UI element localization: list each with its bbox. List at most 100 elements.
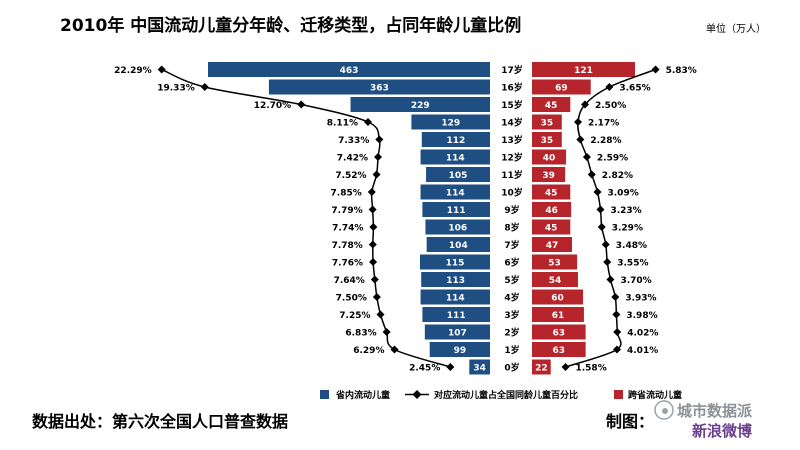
left-pct-label-14: 7.25% bbox=[339, 311, 370, 321]
left-pct-label-4: 7.33% bbox=[338, 136, 369, 146]
left-pct-label-6: 7.52% bbox=[335, 171, 366, 181]
chart-title: 2010年 中国流动儿童分年龄、迁移类型，占同年龄儿童比例 bbox=[60, 15, 521, 36]
age-label-2: 15岁 bbox=[501, 99, 523, 111]
age-label-10: 7岁 bbox=[504, 239, 519, 251]
left-percent-point-0 bbox=[157, 65, 166, 74]
bar-intra-value-3: 129 bbox=[441, 119, 460, 129]
bar-inter-value-12: 54 bbox=[549, 276, 562, 286]
left-percent-point-10 bbox=[368, 240, 377, 249]
bar-intra-value-17: 34 bbox=[473, 364, 486, 374]
right-pct-label-5: 2.59% bbox=[597, 154, 628, 164]
bar-intra-14 bbox=[422, 307, 490, 322]
age-label-8: 9岁 bbox=[504, 204, 519, 216]
weibo-pupil-icon bbox=[662, 408, 668, 414]
right-pct-label-14: 3.98% bbox=[626, 311, 657, 321]
left-pct-label-13: 7.50% bbox=[336, 294, 367, 304]
left-pct-label-5: 7.42% bbox=[337, 154, 368, 164]
bar-intra-value-7: 114 bbox=[446, 189, 465, 199]
right-pct-label-1: 3.65% bbox=[619, 84, 650, 94]
unit-label: 单位（万人） bbox=[706, 22, 766, 35]
legend-diamond-icon bbox=[412, 390, 422, 399]
bar-inter-2 bbox=[532, 97, 571, 112]
bar-intra-value-2: 229 bbox=[411, 101, 430, 111]
bar-intra-value-4: 112 bbox=[446, 136, 465, 146]
bar-intra-value-0: 463 bbox=[340, 66, 359, 76]
bar-intra-value-13: 114 bbox=[446, 294, 465, 304]
maker-text: 制图： bbox=[606, 412, 654, 431]
left-percent-point-6 bbox=[372, 170, 381, 179]
right-percent-point-13 bbox=[611, 293, 620, 301]
right-percent-point-16 bbox=[613, 345, 622, 354]
age-label-14: 3岁 bbox=[504, 309, 519, 321]
watermark-line2: 新浪微博 bbox=[692, 422, 752, 440]
left-percent-point-5 bbox=[374, 153, 383, 161]
left-percent-point-2 bbox=[297, 100, 306, 109]
left-pct-label-15: 6.83% bbox=[345, 329, 376, 339]
bar-intra-6 bbox=[426, 167, 490, 182]
right-percent-line bbox=[565, 68, 656, 368]
right-percent-point-10 bbox=[601, 240, 610, 249]
right-percent-point-3 bbox=[574, 118, 583, 126]
bar-intra-value-6: 105 bbox=[449, 171, 468, 181]
right-pct-label-13: 3.93% bbox=[625, 294, 656, 304]
bar-intra-2 bbox=[350, 97, 490, 112]
bar-intra-16 bbox=[429, 342, 490, 357]
bar-inter-value-3: 35 bbox=[541, 119, 554, 129]
right-percent-point-6 bbox=[587, 170, 596, 179]
bar-intra-10 bbox=[426, 237, 490, 252]
bar-inter-value-14: 61 bbox=[552, 311, 565, 321]
watermark-logo: 城市数据派 新浪微博 bbox=[654, 400, 753, 440]
right-pct-label-10: 3.48% bbox=[616, 241, 647, 251]
bar-intra-17 bbox=[469, 359, 490, 375]
bar-inter-value-1: 69 bbox=[555, 84, 568, 94]
age-label-17: 0岁 bbox=[504, 362, 519, 374]
bar-inter-8 bbox=[532, 202, 572, 217]
bar-inter-value-2: 45 bbox=[545, 101, 558, 111]
right-pct-label-12: 3.70% bbox=[620, 276, 651, 286]
bar-inter-6 bbox=[532, 167, 566, 182]
bar-intra-15 bbox=[424, 324, 490, 340]
left-pct-label-3: 8.11% bbox=[327, 119, 358, 129]
right-percent-point-11 bbox=[603, 258, 612, 266]
bar-intra-9 bbox=[425, 219, 490, 235]
right-pct-label-4: 2.28% bbox=[590, 136, 621, 146]
right-percent-point-0 bbox=[651, 65, 660, 74]
legend-label-percent: 对应流动儿童占全国同龄儿童百分比 bbox=[434, 389, 578, 401]
bar-inter-value-11: 53 bbox=[548, 259, 561, 269]
left-pct-label-1: 19.33% bbox=[157, 84, 195, 94]
age-label-0: 17岁 bbox=[501, 64, 523, 76]
bar-inter-13 bbox=[532, 289, 584, 305]
age-label-15: 2岁 bbox=[504, 327, 519, 339]
left-pct-label-0: 22.29% bbox=[114, 66, 152, 76]
bar-inter-14 bbox=[532, 307, 584, 322]
left-percent-point-12 bbox=[370, 275, 379, 284]
bar-intra-8 bbox=[422, 202, 490, 217]
age-label-3: 14岁 bbox=[501, 117, 523, 129]
age-label-12: 5岁 bbox=[504, 274, 519, 286]
bar-inter-17 bbox=[532, 359, 551, 375]
right-pct-label-8: 3.23% bbox=[610, 206, 641, 216]
bar-intra-value-15: 107 bbox=[448, 329, 467, 339]
right-percent-point-9 bbox=[597, 223, 606, 231]
left-pct-label-7: 7.85% bbox=[331, 189, 362, 199]
bar-inter-7 bbox=[532, 184, 571, 200]
left-pct-label-16: 6.29% bbox=[353, 346, 384, 356]
bar-intra-value-14: 111 bbox=[447, 311, 466, 321]
right-percent-point-14 bbox=[612, 310, 621, 319]
left-pct-label-9: 7.74% bbox=[332, 224, 363, 234]
bar-inter-15 bbox=[532, 324, 586, 340]
bar-inter-0 bbox=[532, 62, 635, 77]
bar-inter-value-8: 46 bbox=[545, 206, 558, 216]
left-percent-point-17 bbox=[446, 363, 455, 371]
right-percent-point-7 bbox=[593, 188, 602, 196]
right-percent-point-15 bbox=[613, 328, 622, 336]
bar-inter-value-10: 47 bbox=[546, 241, 559, 251]
left-percent-point-1 bbox=[200, 83, 209, 91]
right-pct-label-15: 4.02% bbox=[627, 329, 658, 339]
bar-intra-value-10: 104 bbox=[449, 241, 468, 251]
bar-inter-3 bbox=[532, 114, 562, 130]
right-pct-label-9: 3.29% bbox=[612, 224, 643, 234]
left-pct-label-11: 7.76% bbox=[332, 259, 363, 269]
legend-swatch-intra bbox=[320, 390, 329, 399]
